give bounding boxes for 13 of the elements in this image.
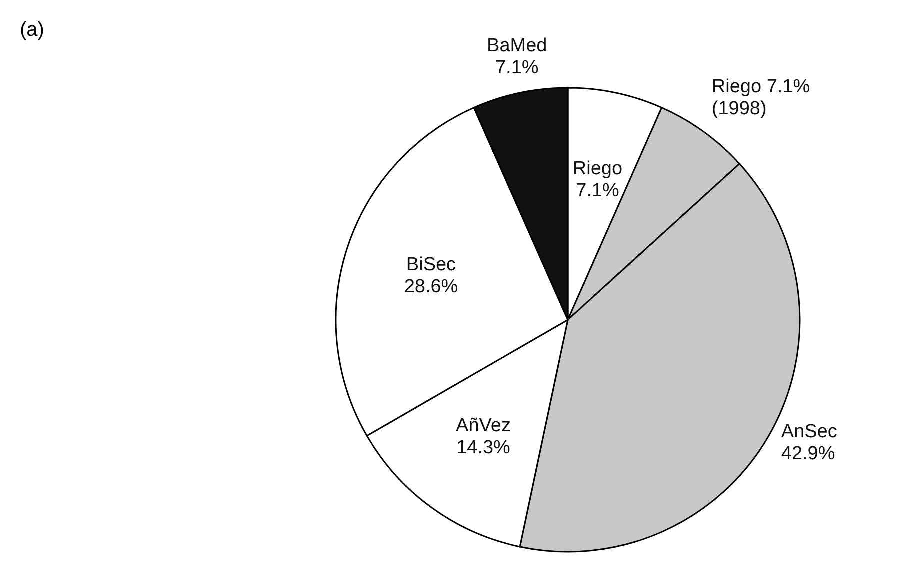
category-label: Riego 7.1% — [712, 76, 810, 98]
data-label: 7.1% — [576, 180, 620, 202]
data-label: 28.6% — [404, 276, 458, 298]
slice-label: BiSec — [406, 254, 456, 276]
text: (a) — [20, 19, 44, 41]
data-label: 7.1% — [495, 57, 539, 78]
data-label: 14.3% — [456, 437, 511, 458]
slice-label: Riego — [572, 158, 623, 180]
slice-label: AnSec — [781, 421, 838, 442]
data-label: 42.9% — [781, 443, 836, 464]
slice-label: AñVez — [456, 415, 511, 436]
slice-label: BaMed — [487, 35, 548, 56]
text: (1998) — [712, 98, 767, 120]
